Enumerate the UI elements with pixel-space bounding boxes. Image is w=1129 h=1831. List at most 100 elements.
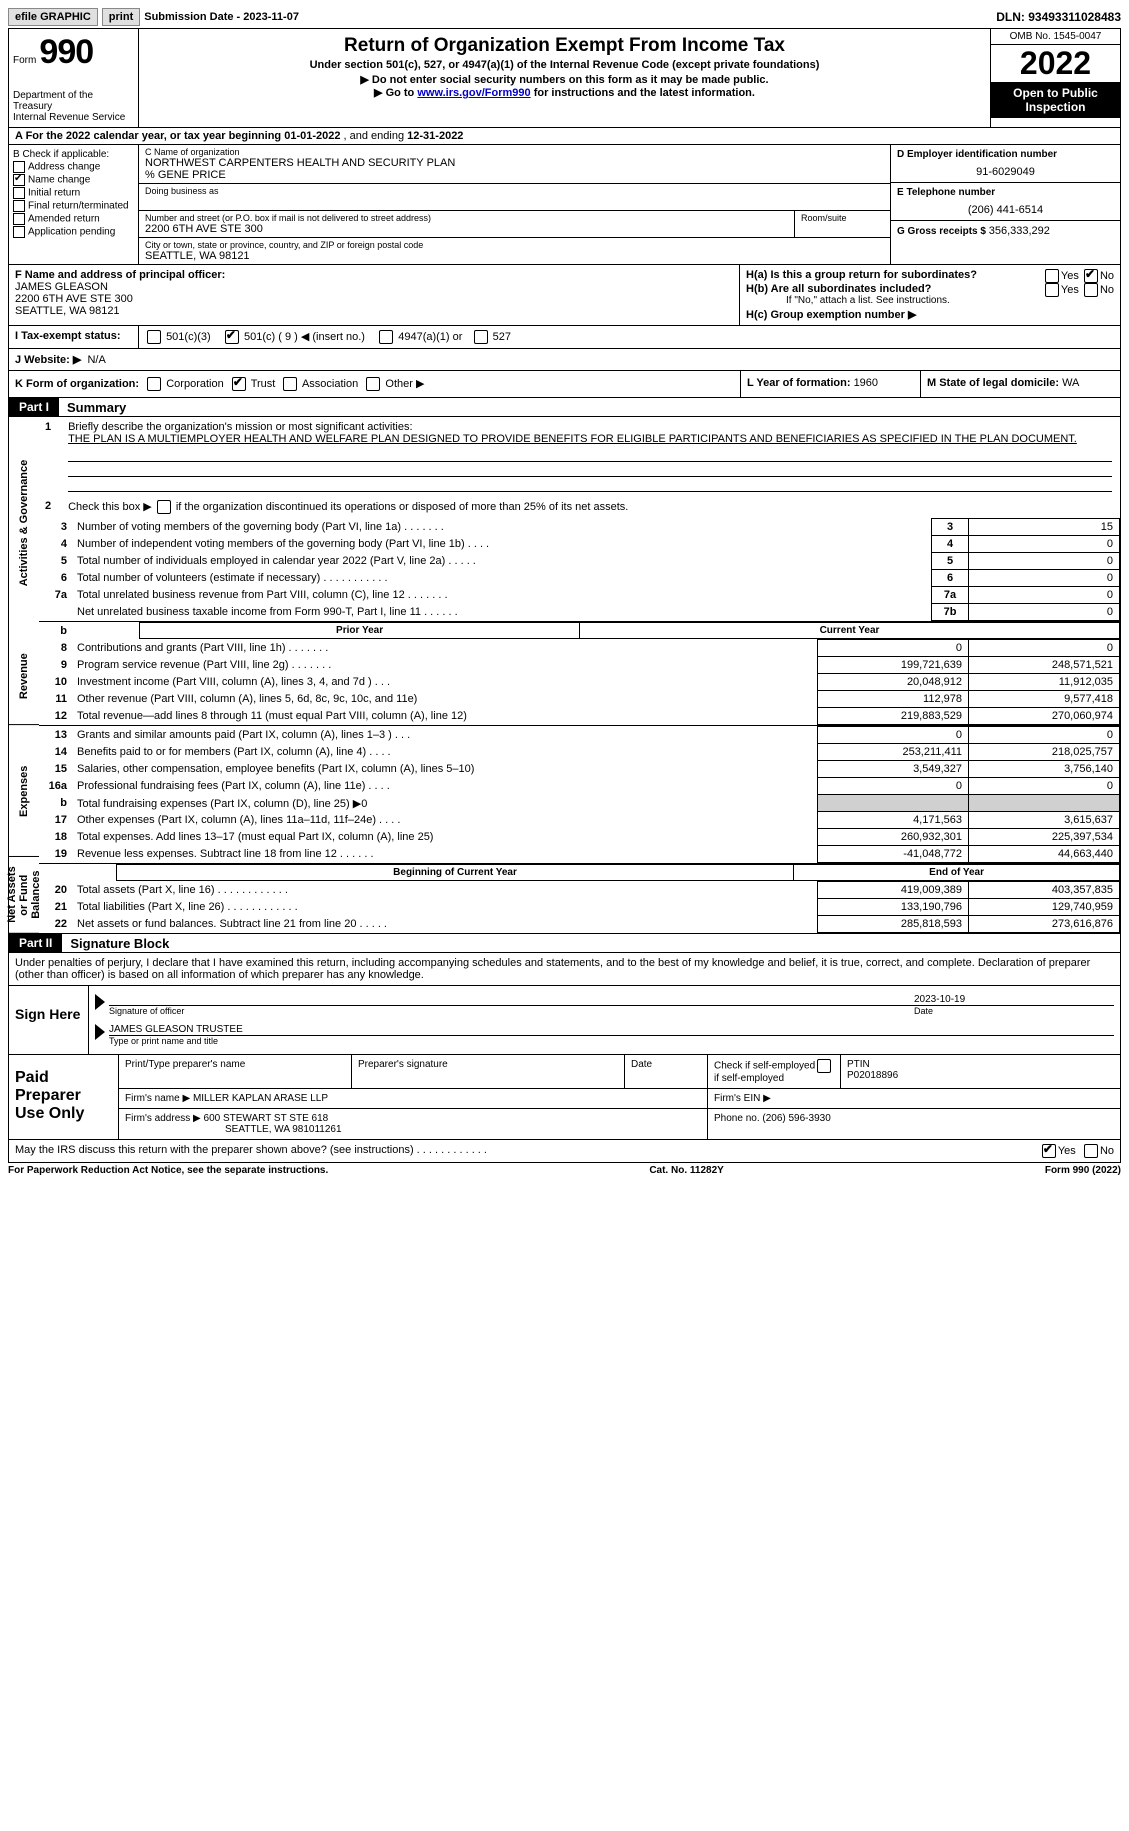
- ha-label: H(a) Is this a group return for subordin…: [746, 269, 977, 281]
- table-row: 22Net assets or fund balances. Subtract …: [39, 916, 1120, 933]
- hb-yes[interactable]: [1045, 283, 1059, 297]
- table-row: bTotal fundraising expenses (Part IX, co…: [39, 795, 1120, 812]
- table-row: Net unrelated business taxable income fr…: [39, 604, 1120, 621]
- discuss-no[interactable]: [1084, 1144, 1098, 1158]
- table-row: 7aTotal unrelated business revenue from …: [39, 587, 1120, 604]
- dln: DLN: 93493311028483: [996, 10, 1121, 24]
- table-row: 10Investment income (Part VIII, column (…: [39, 674, 1120, 691]
- table-row: 17Other expenses (Part IX, column (A), l…: [39, 812, 1120, 829]
- hdr-begin: Beginning of Current Year: [116, 865, 793, 881]
- firm-name: MILLER KAPLAN ARASE LLP: [193, 1093, 328, 1104]
- mission-text: THE PLAN IS A MULTIEMPLOYER HEALTH AND W…: [68, 433, 1077, 445]
- form-header: Form 990 Department of the Treasury Inte…: [8, 28, 1121, 128]
- ha-yes[interactable]: [1045, 269, 1059, 283]
- table-row: 3Number of voting members of the governi…: [39, 519, 1120, 536]
- officer-addr2: SEATTLE, WA 98121: [15, 305, 733, 317]
- chk-name-change[interactable]: [13, 174, 25, 186]
- table-row: 12Total revenue—add lines 8 through 11 (…: [39, 708, 1120, 725]
- table-row: 15Salaries, other compensation, employee…: [39, 761, 1120, 778]
- subtitle-1: Under section 501(c), 527, or 4947(a)(1)…: [143, 59, 986, 71]
- dept-treasury: Department of the Treasury: [13, 90, 134, 112]
- hdr-end: End of Year: [794, 865, 1120, 881]
- date-label: Date: [914, 1006, 1114, 1016]
- table-row: 20Total assets (Part X, line 16) . . . .…: [39, 882, 1120, 899]
- chk-501c[interactable]: [225, 330, 239, 344]
- i-label: I Tax-exempt status:: [15, 330, 121, 342]
- discuss-yes[interactable]: [1042, 1144, 1056, 1158]
- irs-label: Internal Revenue Service: [13, 112, 134, 123]
- table-row: 6Total number of volunteers (estimate if…: [39, 570, 1120, 587]
- table-row: 8Contributions and grants (Part VIII, li…: [39, 640, 1120, 657]
- firm-addr1: 600 STEWART ST STE 618: [204, 1113, 329, 1124]
- city-state-zip: SEATTLE, WA 98121: [145, 250, 884, 262]
- chk-application-pending[interactable]: [13, 226, 25, 238]
- year-formation: 1960: [854, 377, 878, 389]
- print-name-label: Type or print name and title: [109, 1036, 1114, 1046]
- hc-label: H(c) Group exemption number ▶: [746, 309, 916, 321]
- table-row: 18Total expenses. Add lines 13–17 (must …: [39, 829, 1120, 846]
- gross-receipts-value: 356,333,292: [989, 225, 1050, 237]
- street-address: 2200 6TH AVE STE 300: [145, 223, 794, 235]
- chk-initial-return[interactable]: [13, 187, 25, 199]
- room-suite-label: Room/suite: [794, 211, 890, 237]
- q2-text: Check this box ▶ if the organization dis…: [68, 500, 1112, 514]
- form-footer: Form 990 (2022): [1045, 1165, 1121, 1176]
- chk-amended[interactable]: [13, 213, 25, 225]
- row-a-tax-year: A For the 2022 calendar year, or tax yea…: [8, 128, 1121, 145]
- hb-no[interactable]: [1084, 283, 1098, 297]
- sign-here-label: Sign Here: [9, 986, 89, 1054]
- irs-link[interactable]: www.irs.gov/Form990: [417, 87, 530, 99]
- officer-name: JAMES GLEASON: [15, 281, 733, 293]
- chk-501c3[interactable]: [147, 330, 161, 344]
- chk-discontinued[interactable]: [157, 500, 171, 514]
- officer-label: F Name and address of principal officer:: [15, 269, 225, 281]
- chk-final-return[interactable]: [13, 200, 25, 212]
- table-row: 14Benefits paid to or for members (Part …: [39, 744, 1120, 761]
- j-label: J Website: ▶: [15, 354, 81, 366]
- org-name-label: C Name of organization: [145, 147, 884, 157]
- print-button[interactable]: print: [102, 8, 140, 26]
- care-of: % GENE PRICE: [145, 169, 884, 181]
- subtitle-3: ▶ Go to www.irs.gov/Form990 for instruct…: [143, 86, 986, 99]
- form-word: Form: [13, 55, 36, 66]
- vlabel-expenses: Expenses: [9, 726, 39, 857]
- chk-other[interactable]: [366, 377, 380, 391]
- gross-receipts-label: G Gross receipts $: [897, 226, 989, 237]
- vlabel-revenue: Revenue: [9, 628, 39, 725]
- dba-label: Doing business as: [145, 186, 884, 196]
- submission-date-label: Submission Date - 2023-11-07: [144, 11, 299, 23]
- pra-notice: For Paperwork Reduction Act Notice, see …: [8, 1165, 328, 1176]
- chk-address-change[interactable]: [13, 161, 25, 173]
- table-row: 5Total number of individuals employed in…: [39, 553, 1120, 570]
- ein-label: D Employer identification number: [897, 149, 1114, 160]
- chk-4947[interactable]: [379, 330, 393, 344]
- q1-label: Briefly describe the organization's miss…: [68, 421, 412, 433]
- ha-no[interactable]: [1084, 269, 1098, 283]
- omb-number: OMB No. 1545-0047: [991, 29, 1120, 45]
- hb-label: H(b) Are all subordinates included?: [746, 283, 931, 295]
- state-domicile: WA: [1062, 377, 1079, 389]
- hdr-prior: Prior Year: [140, 623, 580, 639]
- chk-527[interactable]: [474, 330, 488, 344]
- table-row: 9Program service revenue (Part VIII, lin…: [39, 657, 1120, 674]
- hdr-current: Current Year: [580, 623, 1120, 639]
- subtitle-2: ▶ Do not enter social security numbers o…: [143, 73, 986, 86]
- signature-intro: Under penalties of perjury, I declare th…: [8, 953, 1121, 986]
- discuss-question: May the IRS discuss this return with the…: [15, 1144, 487, 1158]
- part1-title: Summary: [67, 400, 126, 415]
- firm-ein-label: Firm's EIN ▶: [714, 1093, 771, 1104]
- chk-assoc[interactable]: [283, 377, 297, 391]
- firm-addr2: SEATTLE, WA 981011261: [225, 1124, 342, 1135]
- part2-header: Part II: [9, 934, 62, 952]
- part2-title: Signature Block: [70, 936, 169, 951]
- caret-icon: [95, 1024, 105, 1040]
- ein-value: 91-6029049: [897, 166, 1114, 178]
- vlabel-netassets: Net Assets or Fund Balances: [9, 857, 39, 934]
- org-name: NORTHWEST CARPENTERS HEALTH AND SECURITY…: [145, 157, 884, 169]
- table-row: 4Number of independent voting members of…: [39, 536, 1120, 553]
- chk-corp[interactable]: [147, 377, 161, 391]
- chk-self-employed[interactable]: [817, 1059, 831, 1073]
- efile-button[interactable]: efile GRAPHIC: [8, 8, 98, 26]
- chk-trust[interactable]: [232, 377, 246, 391]
- k-label: K Form of organization:: [15, 378, 139, 390]
